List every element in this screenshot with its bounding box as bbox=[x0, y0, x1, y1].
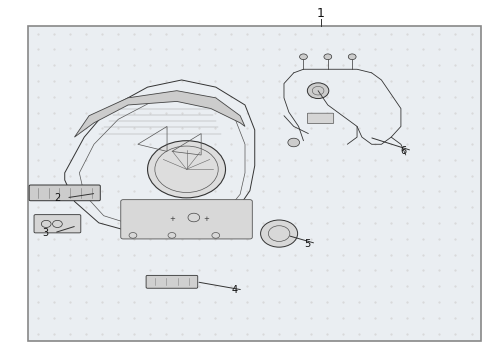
Circle shape bbox=[348, 54, 356, 60]
Circle shape bbox=[288, 138, 299, 147]
Circle shape bbox=[324, 54, 332, 60]
Bar bbox=[28, 26, 481, 341]
Text: 3: 3 bbox=[42, 228, 49, 238]
Text: +: + bbox=[203, 216, 209, 222]
FancyBboxPatch shape bbox=[29, 185, 100, 201]
Text: 4: 4 bbox=[231, 285, 237, 295]
Circle shape bbox=[147, 141, 225, 198]
Circle shape bbox=[261, 220, 297, 247]
Text: 6: 6 bbox=[400, 146, 406, 156]
FancyBboxPatch shape bbox=[121, 200, 252, 239]
Circle shape bbox=[307, 83, 329, 99]
Circle shape bbox=[299, 54, 307, 60]
FancyBboxPatch shape bbox=[307, 113, 334, 123]
Text: 2: 2 bbox=[54, 193, 61, 203]
Text: 1: 1 bbox=[317, 8, 324, 21]
Text: 5: 5 bbox=[304, 239, 311, 249]
Text: +: + bbox=[169, 216, 175, 222]
FancyBboxPatch shape bbox=[34, 215, 81, 233]
Polygon shape bbox=[74, 91, 245, 137]
FancyBboxPatch shape bbox=[146, 275, 198, 288]
